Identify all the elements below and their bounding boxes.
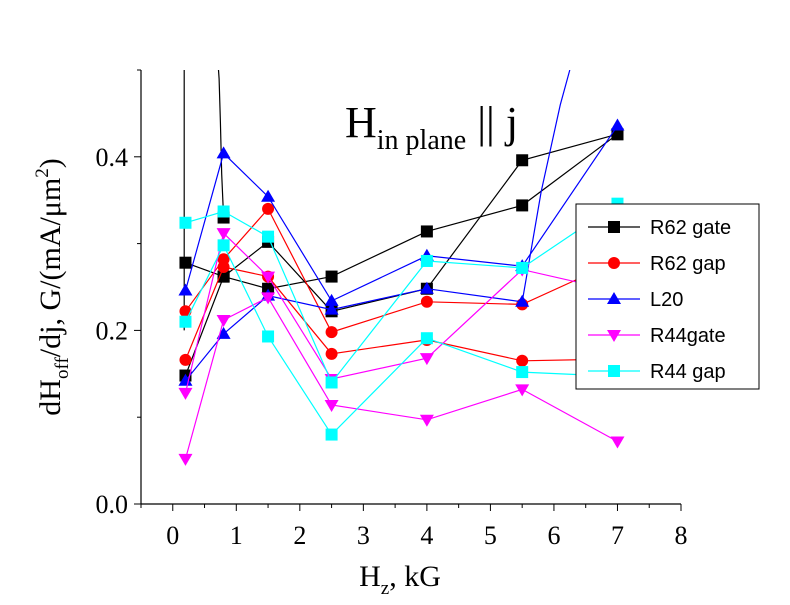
data-point: [419, 281, 434, 294]
data-point: [217, 205, 230, 218]
chart-annotation: Hin plane || j: [345, 98, 518, 156]
legend: R62 gate R62 gap L20 R44gate R44 gap: [575, 203, 760, 390]
data-point: [179, 315, 192, 328]
data-point: [420, 332, 433, 345]
x-tick-label: 6: [547, 521, 560, 550]
data-point: [217, 261, 230, 274]
data-point: [262, 330, 275, 343]
legend-marker: [607, 292, 621, 304]
y-tick-label: 0.0: [96, 490, 129, 519]
data-point: [178, 373, 193, 386]
data-point: [516, 366, 529, 379]
series-line: [185, 207, 618, 333]
x-tick-label: 4: [420, 521, 433, 550]
data-point: [324, 400, 339, 413]
axes: [134, 69, 682, 511]
y-tick-label: 0.4: [96, 143, 129, 172]
legend-marker: [608, 221, 620, 233]
series-line: [184, 133, 618, 376]
data-point: [325, 428, 338, 441]
data-point: [178, 283, 193, 296]
data-point: [324, 293, 339, 306]
x-tick-label: 1: [230, 521, 243, 550]
data-point: [419, 414, 434, 427]
tick-labels: 0 1 2 3 4 5 6 7 8 0.0 0.2 0.4: [96, 143, 688, 550]
data-point: [217, 239, 230, 252]
data-point: [515, 294, 530, 307]
series-layer: [178, 70, 625, 466]
legend-marker: [608, 365, 620, 377]
data-point: [216, 314, 231, 327]
data-point: [178, 387, 193, 400]
data-point: [325, 326, 338, 339]
x-tick-label: 7: [611, 521, 624, 550]
data-point: [324, 302, 339, 315]
data-point: [516, 199, 529, 212]
data-point: [516, 354, 529, 367]
y-tick-label: 0.2: [96, 316, 129, 345]
data-point: [610, 118, 625, 131]
x-tick-label: 5: [484, 521, 497, 550]
series-1: [179, 202, 624, 367]
series-3: [178, 228, 625, 466]
series-line: [185, 203, 618, 384]
series-line: [184, 232, 618, 394]
data-point: [325, 376, 338, 389]
data-point: [179, 305, 192, 318]
data-point: [516, 154, 529, 167]
data-point: [179, 216, 192, 229]
data-point: [610, 436, 625, 449]
legend-label: R44gate: [650, 325, 726, 347]
data-point: [261, 292, 276, 305]
data-point: [216, 326, 231, 339]
series-line: [185, 133, 618, 290]
x-tick-label: 3: [357, 521, 370, 550]
legend-marker: [607, 330, 621, 342]
data-point: [179, 353, 192, 366]
legend-label: R44 gap: [650, 361, 726, 383]
series-line: [184, 266, 618, 362]
data-point: [325, 270, 338, 283]
legend-label: L20: [650, 289, 683, 311]
data-point: [178, 453, 193, 466]
data-point: [216, 146, 231, 159]
data-point: [179, 256, 192, 269]
legend-box: [575, 203, 760, 390]
x-axis-title: Hz, kG: [359, 560, 441, 599]
series-0: [179, 70, 624, 382]
y-axis-title: dHoff/dj, G/(mA/μm2): [32, 158, 73, 415]
data-point: [516, 261, 529, 274]
x-tick-label: 0: [166, 521, 179, 550]
data-point: [216, 228, 231, 241]
data-point: [515, 384, 530, 397]
x-tick-label: 2: [293, 521, 306, 550]
data-point: [611, 128, 624, 141]
data-point: [262, 202, 275, 215]
data-point: [419, 353, 434, 366]
data-point: [325, 347, 338, 360]
data-point: [420, 254, 433, 267]
series-2: [178, 70, 625, 386]
data-point: [261, 271, 276, 284]
data-point: [262, 230, 275, 243]
data-point: [420, 295, 433, 308]
legend-label: R62 gate: [650, 217, 731, 239]
x-tick-label: 8: [675, 521, 688, 550]
data-point: [420, 225, 433, 238]
legend-marker: [608, 257, 620, 269]
series-line: [217, 70, 225, 218]
legend-label: R62 gap: [650, 253, 726, 275]
data-point: [261, 189, 276, 202]
series-line: [184, 296, 618, 460]
